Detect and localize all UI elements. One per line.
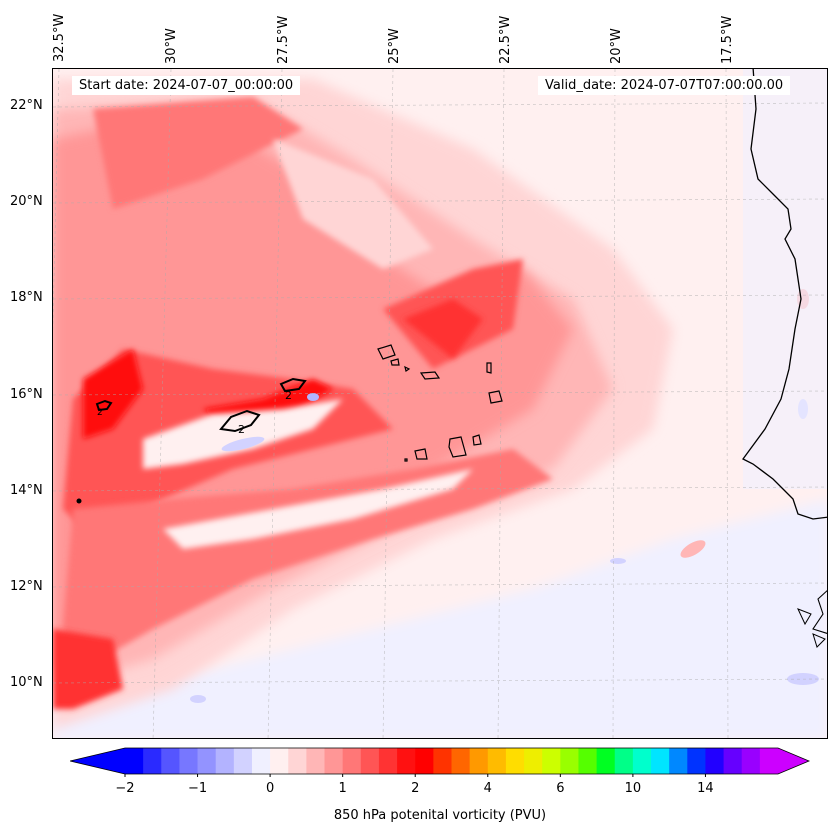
senegal-coast <box>812 590 827 634</box>
lon-label-30w: 30°W <box>164 28 179 64</box>
colorbar-swatch <box>433 748 452 774</box>
pv-streak-north-1 <box>93 97 303 209</box>
colorbar-tick-label: 2 <box>411 781 420 796</box>
colorbar-swatch <box>669 748 688 774</box>
valid-date-label: Valid_date: 2024-07-07T07:00:00.00 <box>538 76 791 95</box>
colorbar-swatch <box>632 748 652 774</box>
colorbar-swatch <box>651 748 670 774</box>
colorbar-swatch <box>288 748 307 774</box>
lon-label-22-5w: 22.5°W <box>498 15 513 64</box>
coast-negative-strip <box>743 69 827 489</box>
pv-2-contours <box>95 377 307 433</box>
pv-core-southwest <box>53 629 123 709</box>
pv-streak-north-4 <box>403 299 483 359</box>
colorbar-swatch <box>578 748 598 774</box>
colorbar-swatch <box>161 748 180 774</box>
lat-label-10n: 10°N <box>10 675 43 690</box>
negative-pv-band <box>53 499 827 738</box>
pv-south-band <box>63 449 553 669</box>
colorbar-swatch <box>324 748 344 774</box>
lat-label-18n: 18°N <box>10 290 43 305</box>
start-date-label: Start date: 2024-07-07_00:00:00 <box>72 76 301 95</box>
colorbar-swatch <box>360 748 380 774</box>
pv-streak-north-2 <box>273 139 433 269</box>
colorbar-swatch <box>143 748 162 774</box>
colorbar <box>70 747 810 777</box>
colorbar-swatch <box>306 748 326 774</box>
colorbar-swatch <box>125 748 144 774</box>
colorbar-tick-label: 4 <box>483 781 492 796</box>
colorbar-swatch <box>215 748 235 774</box>
colorbar-swatch <box>687 748 706 774</box>
colorbar-swatch <box>233 748 253 774</box>
pv-map: 2 2 2 <box>52 68 828 739</box>
lat-label-22n: 22°N <box>10 98 43 113</box>
colorbar-swatch <box>251 748 271 774</box>
colorbar-swatch <box>741 748 761 774</box>
lon-label-20w: 20°W <box>609 28 624 64</box>
colorbar-swatch <box>378 748 398 774</box>
guinea-bissau-islands <box>797 608 826 648</box>
colorbar-tick-label: −1 <box>187 781 208 796</box>
colorbar-tick-label: 1 <box>338 781 347 796</box>
colorbar-extend-low <box>70 748 125 774</box>
lon-label-32-5w: 32.5°W <box>52 13 67 62</box>
colorbar-swatch <box>179 748 199 774</box>
colorbar-swatch <box>560 748 579 774</box>
colorbar-swatch <box>705 748 725 774</box>
pv-low-channel <box>143 399 343 469</box>
graticule <box>53 69 827 738</box>
colorbar-swatch <box>397 748 416 774</box>
colorbar-swatch <box>723 748 743 774</box>
colorbar-swatch <box>270 748 289 774</box>
cape-verde-islands <box>377 344 503 462</box>
negative-pv-patch-southwest <box>190 695 206 703</box>
lon-label-27-5w: 27.5°W <box>276 15 291 64</box>
contour-label-west: 2 <box>97 408 103 418</box>
pv-contour-map: 2 2 2 <box>53 69 827 738</box>
colorbar-tick-label: 6 <box>556 781 565 796</box>
colorbar-swatch <box>197 748 217 774</box>
lat-label-14n: 14°N <box>10 483 43 498</box>
colorbar-swatch <box>487 748 507 774</box>
colorbar-tick-label: 14 <box>697 781 714 796</box>
colorbar-swatch <box>524 748 543 774</box>
colorbar-swatch <box>596 748 616 774</box>
lat-label-16n: 16°N <box>10 387 43 402</box>
negative-pv-spot-1 <box>221 436 265 452</box>
colorbar-swatch <box>469 748 489 774</box>
colorbar-label: 850 hPa potenital vorticity (PVU) <box>333 808 547 823</box>
colorbar-swatch <box>505 748 525 774</box>
negative-pv-patch-center <box>610 558 626 564</box>
colorbar-tick-label: −2 <box>115 781 135 796</box>
pv-patch-east-1 <box>680 540 706 558</box>
colorbar-extend-high <box>778 748 809 774</box>
colorbar-swatch <box>759 748 779 774</box>
contour-label-center: 2 <box>238 423 245 436</box>
colorbar-swatch <box>542 748 561 774</box>
contour-label-east: 2 <box>285 389 292 402</box>
lon-label-25w: 25°W <box>387 28 402 64</box>
lat-label-12n: 12°N <box>10 579 43 594</box>
pv-core-west <box>83 349 143 439</box>
negative-pv-spot-2 <box>307 393 319 401</box>
colorbar-swatch <box>342 748 362 774</box>
africa-coastline <box>742 69 827 520</box>
pv-max-point <box>76 498 82 504</box>
colorbar-tick-label: 0 <box>265 781 275 796</box>
colorbar-swatch <box>451 748 471 774</box>
lon-label-17-5w: 17.5°W <box>720 15 735 64</box>
lat-label-20n: 20°N <box>10 194 43 209</box>
colorbar-swatch <box>415 748 434 774</box>
colorbar-tick-label: 10 <box>624 781 642 796</box>
colorbar-swatch <box>614 748 634 774</box>
